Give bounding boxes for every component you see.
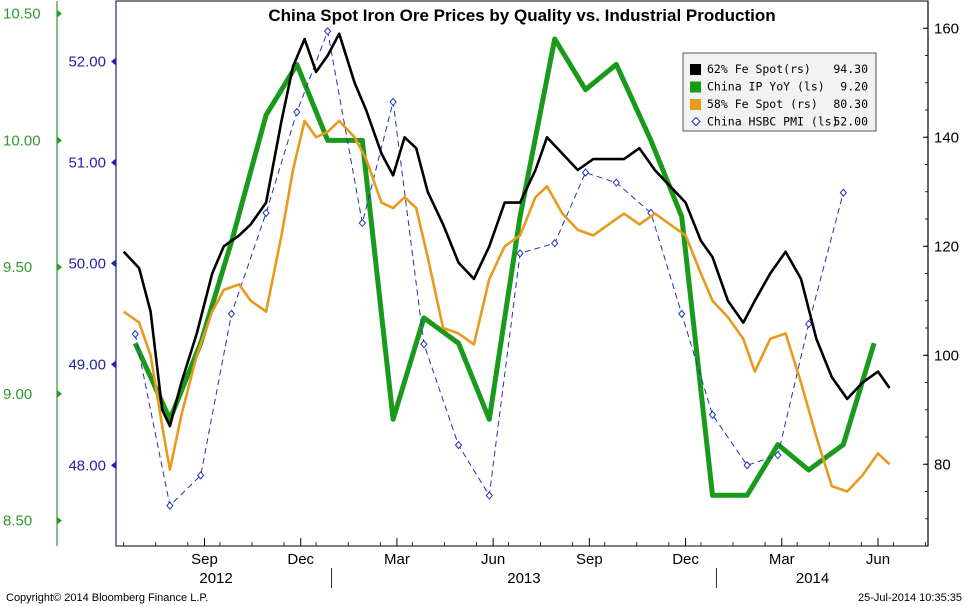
series-line-62-fe-spot-rs — [122, 32, 891, 428]
series-point-china-hsbc-pmi-ls — [743, 460, 751, 470]
footer-copyright: Copyright© 2014 Bloomberg Finance L.P. — [6, 592, 208, 604]
series-point-china-hsbc-pmi-ls — [293, 107, 301, 117]
legend-label: China HSBC PMI (ls) — [707, 115, 839, 129]
left-inner-tick-mark — [111, 259, 116, 268]
x-tick-label: Mar — [384, 551, 410, 568]
series-point-china-hsbc-pmi-ls — [227, 309, 236, 319]
series-point-china-hsbc-pmi-ls — [389, 97, 397, 107]
legend-marker — [690, 64, 701, 75]
series-point-china-hsbc-pmi-ls — [708, 410, 717, 420]
right-tick-label: 120 — [934, 238, 959, 255]
left-outer-tick-mark — [57, 516, 62, 525]
legend-value: 94.30 — [833, 62, 868, 76]
legend-value: 52.00 — [833, 115, 868, 129]
left-outer-tick-label: 10.00 — [3, 132, 41, 149]
left-outer-tick-mark — [57, 389, 62, 398]
left-outer-tick-mark — [57, 263, 62, 272]
series-point-china-hsbc-pmi-ls — [678, 309, 686, 319]
legend-label: China IP YoY (ls) — [707, 80, 825, 94]
right-tick-label: 140 — [934, 129, 959, 146]
legend-label: 58% Fe Spot (rs) — [707, 97, 818, 111]
left-inner-tick-label: 51.00 — [68, 154, 106, 171]
x-year-label: 2014 — [796, 570, 829, 587]
left-outer-tick-mark — [57, 136, 62, 145]
series-point-china-hsbc-pmi-ls — [805, 319, 813, 329]
x-tick-label: Dec — [287, 551, 314, 568]
series-point-china-hsbc-pmi-ls — [485, 491, 493, 500]
series-point-china-hsbc-pmi-ls — [839, 188, 847, 198]
x-tick-label: Jun — [866, 551, 890, 568]
legend-value: 9.20 — [840, 80, 868, 94]
left-inner-tick-label: 48.00 — [68, 457, 106, 474]
footer-timestamp: 25-Jul-2014 10:35:35 — [858, 592, 962, 604]
legend-value: 80.30 — [833, 97, 868, 111]
left-inner-tick-label: 50.00 — [68, 255, 106, 272]
left-inner-tick-mark — [111, 57, 116, 66]
series-line-58-fe-spot-rs — [122, 119, 891, 493]
left-outer-tick-label: 9.50 — [3, 259, 32, 276]
x-tick-label: Dec — [672, 551, 699, 568]
legend-marker — [691, 116, 701, 127]
left-inner-tick-mark — [111, 158, 116, 167]
x-tick-label: Sep — [576, 551, 603, 568]
series-point-china-hsbc-pmi-ls — [131, 329, 139, 339]
left-inner-tick-label: 49.00 — [68, 356, 106, 373]
series-point-china-hsbc-pmi-ls — [551, 238, 559, 248]
series-point-china-hsbc-pmi-ls — [166, 501, 174, 510]
series-point-china-hsbc-pmi-ls — [197, 471, 205, 480]
left-outer-tick-label: 8.50 — [3, 513, 32, 530]
left-inner-tick-mark — [111, 461, 116, 470]
series-point-china-hsbc-pmi-ls — [612, 178, 620, 187]
chart-title: China Spot Iron Ore Prices by Quality vs… — [268, 6, 775, 25]
legend-marker — [690, 81, 701, 93]
left-inner-tick-mark — [111, 360, 116, 369]
right-tick-label: 100 — [934, 347, 959, 364]
legend-box — [682, 52, 877, 132]
series-point-china-hsbc-pmi-ls — [581, 168, 590, 177]
x-year-label: 2012 — [199, 570, 232, 587]
left-outer-tick-mark — [57, 9, 62, 18]
series-point-china-hsbc-pmi-ls — [420, 339, 428, 349]
x-tick-label: Jun — [481, 551, 505, 568]
series-point-china-hsbc-pmi-ls — [454, 440, 463, 450]
legend-marker — [690, 99, 701, 110]
series-point-china-hsbc-pmi-ls — [516, 249, 524, 258]
series-line-china-ip-yoy-ls — [132, 36, 877, 498]
left-outer-tick-label: 10.50 — [3, 6, 41, 23]
x-year-label: 2013 — [507, 570, 540, 587]
right-tick-label: 160 — [934, 20, 959, 37]
legend-label: 62% Fe Spot(rs) — [707, 62, 811, 76]
right-tick-label: 80 — [934, 456, 951, 473]
series-point-china-hsbc-pmi-ls — [262, 208, 270, 218]
series-point-china-hsbc-pmi-ls — [358, 218, 366, 228]
x-tick-label: Mar — [769, 551, 795, 568]
left-outer-tick-label: 9.00 — [3, 386, 32, 403]
series-point-china-hsbc-pmi-ls — [324, 27, 332, 36]
left-inner-tick-label: 52.00 — [68, 54, 106, 71]
x-tick-label: Sep — [191, 551, 218, 568]
series-point-china-hsbc-pmi-ls — [774, 450, 782, 460]
